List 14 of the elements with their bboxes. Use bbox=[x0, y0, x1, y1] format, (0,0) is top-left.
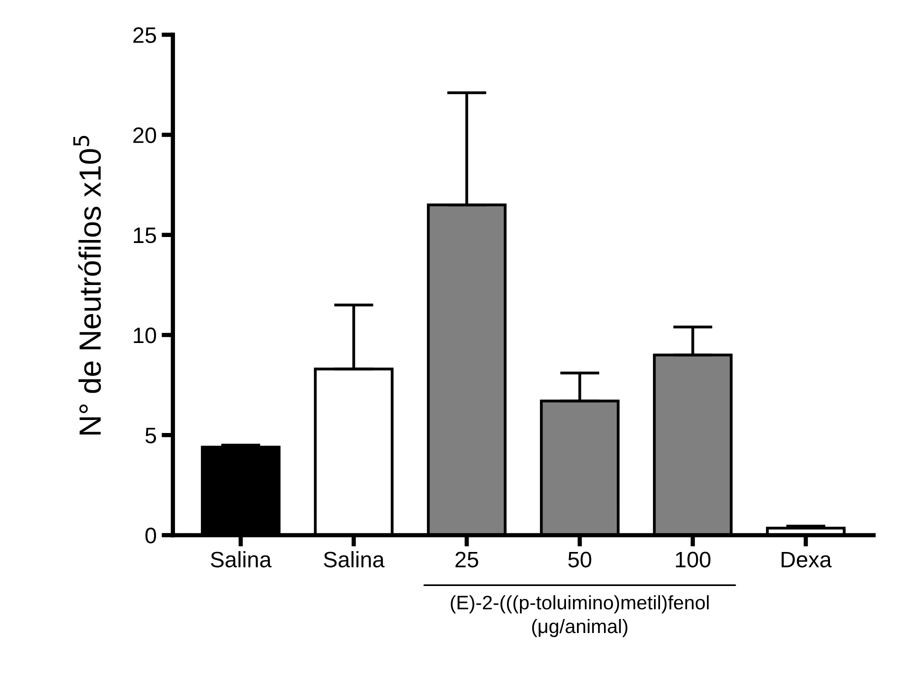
x-tick-label: Salina bbox=[210, 551, 272, 568]
x-tick-label: Salina bbox=[324, 551, 385, 568]
x-tick-label: 100 bbox=[676, 552, 710, 568]
y-tick-label: 10 bbox=[134, 328, 156, 344]
y-axis-title: N° de Neutrófilos x10$^{5}$ bbox=[73, 136, 101, 434]
text: (E)-2-(((p-toluimino)metil)fenol (μg/animal) bbox=[450, 595, 709, 638]
y-tick-label: 5 bbox=[145, 428, 156, 444]
y-tick-label: 20 bbox=[133, 127, 156, 144]
y-tick-label: 15 bbox=[134, 228, 156, 244]
y-tick-label: 25 bbox=[133, 27, 156, 44]
y-tick-label: 0 bbox=[145, 528, 156, 544]
x-tick-label: 25 bbox=[456, 552, 478, 568]
x-tick-label: 50 bbox=[568, 552, 592, 568]
x-tick-label: Dexa bbox=[782, 552, 832, 568]
